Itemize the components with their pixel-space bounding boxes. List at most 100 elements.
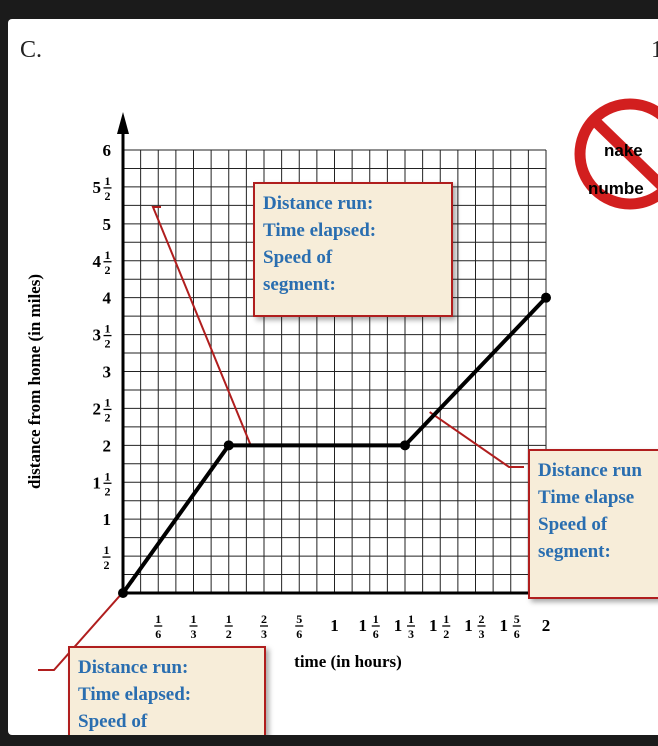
svg-text:1: 1: [105, 174, 111, 188]
data-point: [399, 440, 410, 451]
x-tick-label: 1 16: [359, 612, 380, 641]
no-naked-numbers-sign: nake numbe: [574, 98, 658, 210]
svg-text:2: 2: [105, 189, 111, 203]
data-point: [223, 440, 234, 451]
callout-1-leader: [151, 206, 252, 446]
x-tick-label: 12: [224, 612, 233, 641]
x-axis-title: time (in hours): [294, 652, 402, 671]
part-label: C.: [20, 37, 43, 63]
svg-text:5: 5: [93, 178, 102, 197]
y-tick-label: 3 12: [93, 322, 112, 351]
callout-2-leader: [429, 411, 524, 468]
svg-text:6: 6: [373, 627, 379, 641]
prohibition-slash: [592, 118, 658, 190]
distance-line: [121, 296, 548, 595]
svg-text:2: 2: [261, 612, 267, 626]
svg-text:1: 1: [330, 616, 339, 635]
svg-text:1: 1: [105, 469, 111, 483]
svg-text:1: 1: [373, 612, 379, 626]
data-point: [118, 588, 128, 598]
callout-line: Speed of: [263, 247, 333, 268]
callout-line: Speed of: [78, 711, 148, 732]
svg-text:2: 2: [479, 612, 485, 626]
svg-text:4: 4: [93, 252, 102, 271]
y-tick-label: 1 12: [93, 469, 112, 498]
sign-text-line2: numbe: [588, 179, 644, 198]
svg-text:1: 1: [499, 616, 508, 635]
svg-text:5: 5: [296, 612, 302, 626]
svg-text:1: 1: [104, 543, 110, 557]
svg-text:6: 6: [155, 627, 161, 641]
svg-text:1: 1: [155, 612, 161, 626]
y-tick-label: 6: [103, 141, 112, 160]
svg-text:1: 1: [105, 248, 111, 262]
y-tick-label: 12: [102, 543, 111, 572]
x-tick-label: 56: [295, 612, 304, 641]
segment-callout-2: Distance run Time elapse Speed of segmen…: [528, 449, 658, 599]
svg-text:6: 6: [514, 627, 520, 641]
y-tick-label: 2 12: [93, 395, 112, 424]
svg-text:2: 2: [226, 627, 232, 641]
svg-text:2: 2: [105, 263, 111, 277]
callout-line: Time elapsed:: [78, 684, 192, 705]
svg-text:3: 3: [103, 363, 112, 382]
y-tick-label: 2: [103, 436, 112, 455]
svg-text:1: 1: [394, 616, 403, 635]
svg-text:1: 1: [408, 612, 414, 626]
svg-text:3: 3: [93, 326, 102, 345]
y-tick-label: 4 12: [93, 248, 112, 277]
callout-line: Distance run: [538, 460, 642, 481]
svg-text:3: 3: [261, 627, 267, 641]
svg-text:2: 2: [443, 627, 449, 641]
x-tick-label: 1 23: [464, 612, 486, 641]
x-tick-label: 1 56: [499, 612, 521, 641]
svg-text:5: 5: [514, 612, 520, 626]
y-axis-title: distance from home (in miles): [25, 274, 44, 489]
svg-text:1: 1: [190, 612, 196, 626]
svg-text:2: 2: [105, 337, 111, 351]
svg-text:5: 5: [103, 215, 112, 234]
svg-text:2: 2: [105, 410, 111, 424]
x-tick-label: 13: [189, 612, 198, 641]
y-tick-label: 3: [103, 363, 112, 382]
y-axis-arrow: [117, 112, 129, 134]
svg-text:2: 2: [542, 616, 551, 635]
svg-text:6: 6: [296, 627, 302, 641]
y-tick-label: 1: [103, 510, 112, 529]
svg-text:1: 1: [105, 322, 111, 336]
x-tick-label: 1 12: [429, 612, 451, 641]
y-tick-label: 5 12: [93, 174, 112, 203]
svg-text:1: 1: [464, 616, 473, 635]
svg-text:2: 2: [93, 399, 102, 418]
callout-line: Speed of: [538, 514, 608, 535]
svg-text:2: 2: [103, 436, 112, 455]
svg-text:2: 2: [104, 558, 110, 572]
callout-line: Time elapse: [538, 487, 635, 508]
svg-text:1: 1: [105, 395, 111, 409]
svg-text:1: 1: [443, 612, 449, 626]
x-tick-label: 1: [330, 616, 339, 635]
x-tick-label: 23: [260, 612, 269, 641]
data-point: [541, 292, 551, 303]
svg-text:3: 3: [479, 627, 485, 641]
y-tick-label: 4: [103, 289, 112, 308]
callout-line: segment:: [263, 274, 336, 295]
svg-text:1: 1: [93, 473, 102, 492]
svg-text:4: 4: [103, 289, 112, 308]
y-tick-label: 5: [103, 215, 112, 234]
callout-3-leader: [38, 579, 135, 671]
svg-text:3: 3: [408, 627, 414, 641]
corner-text-fragment: 1: [651, 37, 658, 63]
svg-text:1: 1: [103, 510, 112, 529]
x-tick-label: 1 13: [394, 612, 415, 641]
x-tick-label: 16: [154, 612, 163, 641]
sign-text-line1: nake: [604, 141, 643, 160]
svg-text:2: 2: [105, 484, 111, 498]
svg-text:3: 3: [190, 627, 196, 641]
svg-text:1: 1: [359, 616, 368, 635]
callout-line: segment:: [538, 541, 611, 562]
svg-text:1: 1: [226, 612, 232, 626]
svg-text:6: 6: [103, 141, 112, 160]
